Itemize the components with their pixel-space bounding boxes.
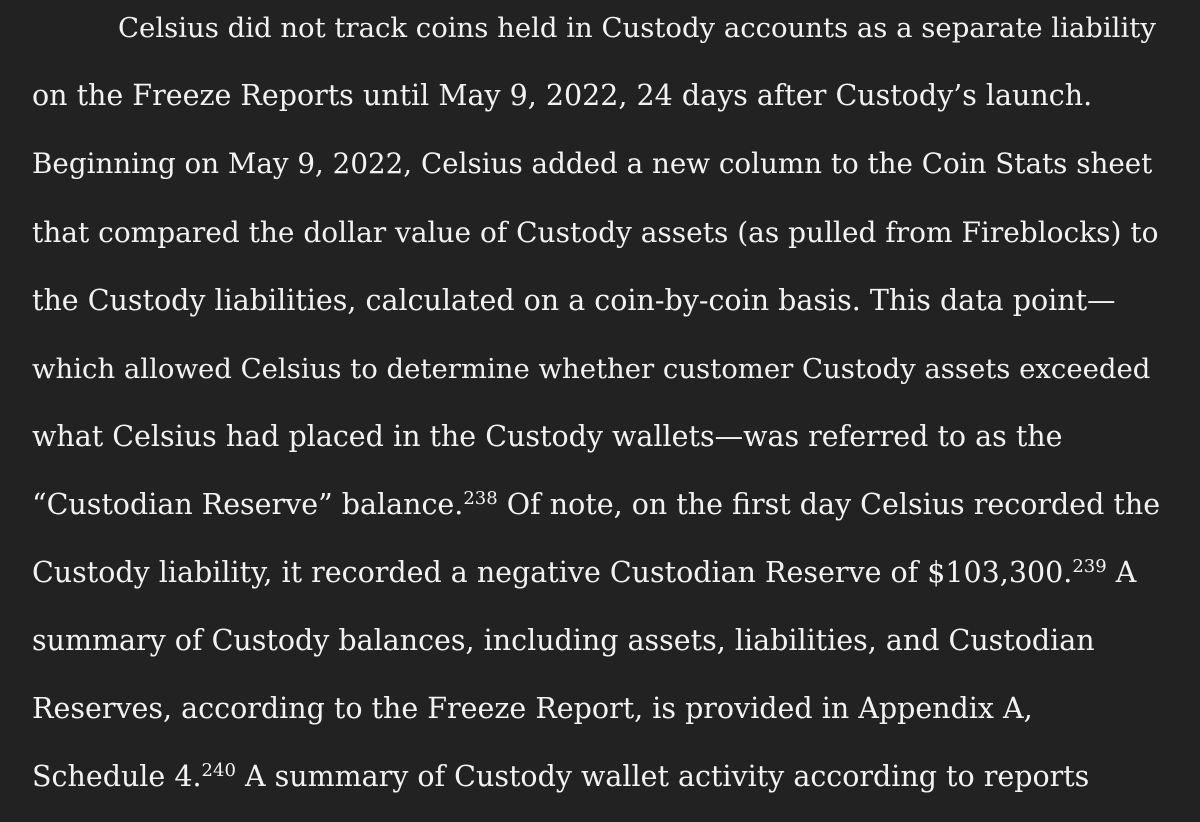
line-text: Celsius did not track coins held in Cust… <box>118 12 1156 44</box>
paragraph-line: what Celsius had placed in the Custody w… <box>32 417 1160 457</box>
footnote-ref-239[interactable]: 239 <box>1072 556 1107 577</box>
line-text: “Custodian Reserve” balance. <box>32 488 464 521</box>
paragraph-line: Reserves, according to the Freeze Report… <box>32 689 1160 729</box>
paragraph-line: on the Freeze Reports until May 9, 2022,… <box>32 76 1160 116</box>
line-text: which allowed Celsius to determine wheth… <box>32 353 1151 385</box>
line-text-continued: A summary of Custody wallet activity acc… <box>235 760 1090 793</box>
line-text: on the Freeze Reports until May 9, 2022,… <box>32 79 1093 112</box>
line-text: Schedule 4. <box>32 760 202 793</box>
paragraph-line: Beginning on May 9, 2022, Celsius added … <box>32 144 1160 184</box>
paragraph-line: the Custody liabilities, calculated on a… <box>32 281 1160 321</box>
paragraph-line: Schedule 4.240 A summary of Custody wall… <box>32 757 1160 797</box>
line-text: Reserves, according to the Freeze Report… <box>32 692 1033 725</box>
paragraph-line: that compared the dollar value of Custod… <box>32 213 1160 253</box>
footnote-ref-238[interactable]: 238 <box>463 488 498 509</box>
paragraph-line: which allowed Celsius to determine wheth… <box>32 349 1160 389</box>
line-text: that compared the dollar value of Custod… <box>32 216 1159 249</box>
line-text: Custody liability, it recorded a negativ… <box>32 556 1073 589</box>
paragraph-line: summary of Custody balances, including a… <box>32 621 1160 661</box>
line-text-continued: Of note, on the first day Celsius record… <box>497 488 1161 521</box>
paragraph-line: “Custodian Reserve” balance.238 Of note,… <box>32 485 1160 525</box>
line-text: what Celsius had placed in the Custody w… <box>32 420 1063 453</box>
paragraph-line: Custody liability, it recorded a negativ… <box>32 553 1160 593</box>
line-text: the Custody liabilities, calculated on a… <box>32 284 1116 317</box>
footnote-ref-240[interactable]: 240 <box>201 760 236 781</box>
paragraph-line: Celsius did not track coins held in Cust… <box>118 8 1160 48</box>
line-text-continued: A <box>1106 556 1137 589</box>
line-text: Beginning on May 9, 2022, Celsius added … <box>32 147 1153 180</box>
line-text: summary of Custody balances, including a… <box>32 624 1095 657</box>
